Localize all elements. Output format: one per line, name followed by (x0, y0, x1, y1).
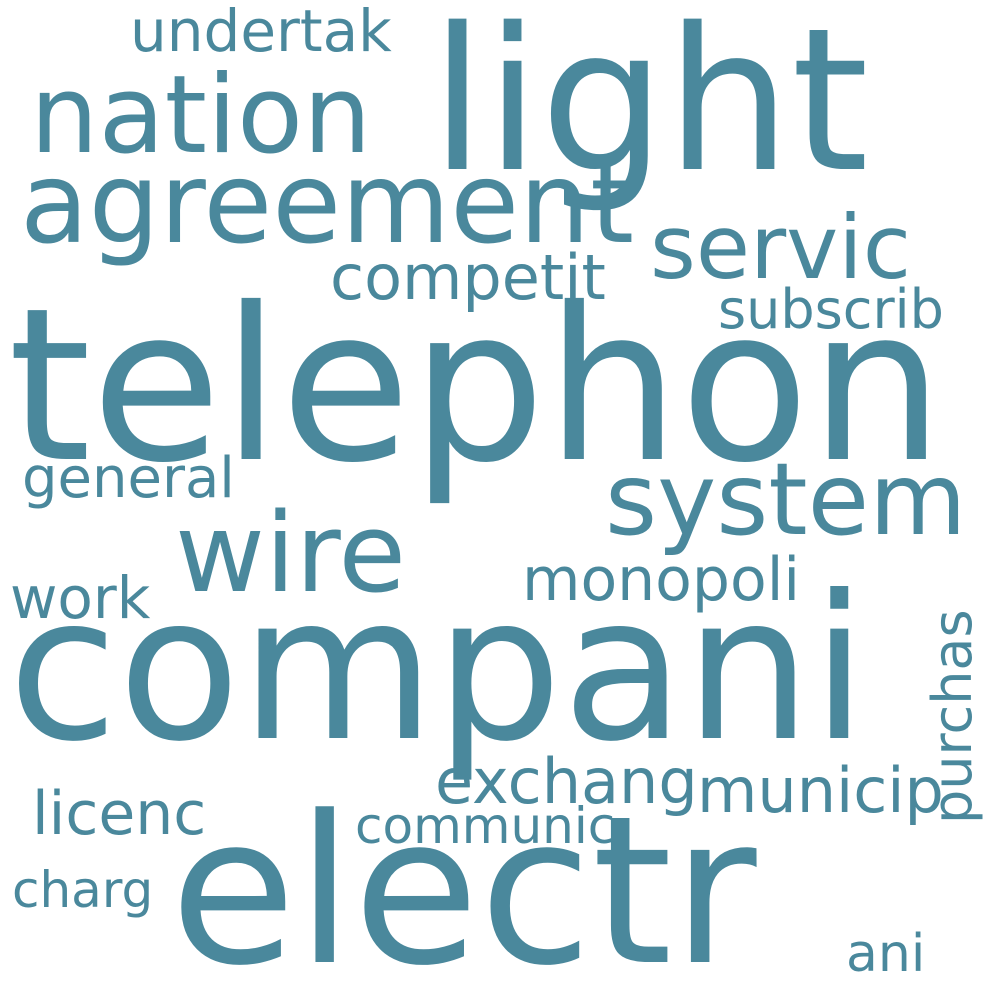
word-servic: servic (650, 196, 912, 299)
word-subscrib: subscrib (718, 278, 944, 341)
word-undertak: undertak (130, 0, 392, 65)
word-ani: ani (846, 924, 926, 984)
word-competit: competit (330, 241, 606, 314)
word-wire: wire (175, 489, 407, 617)
word-exchang: exchang (435, 745, 698, 818)
word-charg: charg (12, 861, 154, 919)
word-work: work (10, 564, 151, 632)
word-agreement: agreement (20, 139, 635, 269)
word-licenc: licenc (32, 779, 207, 849)
word-system: system (605, 441, 967, 558)
word-monopoli: monopoli (522, 545, 801, 615)
word-compani: compani (8, 553, 867, 786)
word-general: general (22, 446, 235, 511)
word-municip: municip (697, 754, 944, 827)
word-communic: communic (355, 797, 616, 855)
word-light: light (430, 0, 869, 216)
word-nation: nation (30, 53, 372, 178)
word-electr: electr (170, 773, 757, 1000)
word-telephon: telephon (8, 262, 944, 509)
